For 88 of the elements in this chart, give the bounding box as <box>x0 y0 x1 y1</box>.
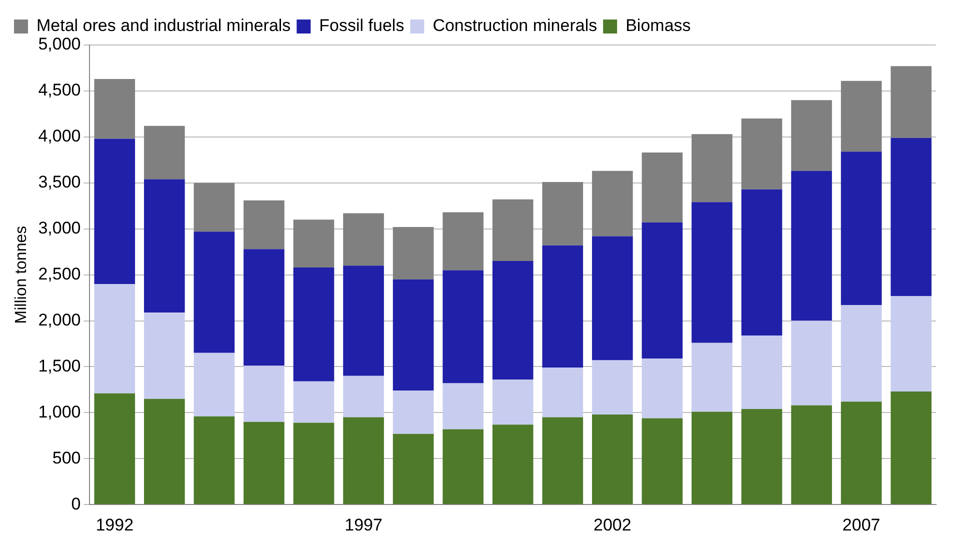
bar <box>293 220 334 268</box>
bar <box>343 417 384 504</box>
bar <box>741 189 782 336</box>
bar <box>542 417 584 504</box>
bar <box>791 100 832 171</box>
bar <box>442 429 484 504</box>
bar <box>642 152 683 222</box>
bar <box>244 200 284 250</box>
bar <box>392 390 434 434</box>
y-tick-label: 3,000 <box>38 218 81 238</box>
bar <box>840 152 882 306</box>
bar <box>343 376 384 418</box>
bar <box>293 267 334 382</box>
x-tick-label: 2007 <box>842 515 880 534</box>
legend-label: Fossil fuels <box>319 16 404 36</box>
bar <box>492 380 534 425</box>
bar <box>293 422 334 504</box>
bar <box>392 434 434 504</box>
bar <box>492 261 534 380</box>
bar <box>592 236 633 360</box>
y-tick-label: 2,000 <box>38 310 81 330</box>
bar <box>442 270 484 384</box>
y-tick-label: 0 <box>71 494 81 514</box>
bar <box>692 202 732 343</box>
bar <box>840 402 882 504</box>
y-axis-title: Million tonnes <box>13 226 30 324</box>
bar <box>293 381 334 423</box>
bar <box>592 360 633 415</box>
y-tick-label: 2,500 <box>38 264 81 284</box>
bar <box>244 249 284 366</box>
bar <box>144 179 185 312</box>
bar <box>542 182 584 246</box>
y-tick-label: 1,000 <box>38 402 81 422</box>
bar <box>890 296 932 392</box>
bar <box>144 398 185 504</box>
bar <box>144 126 185 180</box>
bar <box>791 170 832 321</box>
bar <box>692 134 732 202</box>
bar <box>442 212 484 270</box>
bar <box>642 358 683 418</box>
bar <box>492 424 534 504</box>
bar <box>194 352 235 416</box>
bar <box>890 392 932 504</box>
bar <box>840 80 882 152</box>
bar <box>194 416 235 504</box>
y-tick-label: 1,500 <box>38 356 81 376</box>
bar <box>94 138 136 284</box>
bar <box>94 79 136 139</box>
bar <box>642 222 683 358</box>
bar <box>890 66 932 138</box>
bar <box>94 284 136 394</box>
bar <box>343 213 384 266</box>
y-tick-label: 5,000 <box>38 34 81 54</box>
x-tick-label: 1992 <box>96 515 134 534</box>
y-tick-label: 500 <box>52 448 81 468</box>
bar <box>542 368 584 418</box>
bar <box>94 393 136 504</box>
bar <box>890 138 932 296</box>
bar <box>542 245 584 368</box>
bar <box>741 118 782 190</box>
bar <box>194 232 235 353</box>
bar <box>244 422 284 504</box>
y-tick-label: 4,500 <box>38 80 81 100</box>
bar <box>592 414 633 504</box>
bar <box>741 409 782 504</box>
bar <box>343 266 384 376</box>
bar <box>791 320 832 406</box>
bar <box>392 227 434 280</box>
legend-label: Metal ores and industrial minerals <box>36 16 291 36</box>
x-tick-label: 1997 <box>344 515 382 534</box>
bar <box>442 383 484 430</box>
bar <box>592 170 633 236</box>
x-tick-label: 2002 <box>594 515 632 534</box>
bar <box>144 312 185 399</box>
y-tick-label: 4,000 <box>38 126 81 146</box>
bar <box>244 366 284 422</box>
legend-label: Biomass <box>626 16 691 36</box>
bar <box>791 405 832 504</box>
bar <box>692 412 732 504</box>
bar <box>692 342 732 412</box>
bar <box>741 335 782 410</box>
bar <box>642 418 683 504</box>
bar <box>492 199 534 262</box>
bar <box>392 279 434 391</box>
y-tick-label: 3,500 <box>38 172 81 192</box>
legend-label: Construction minerals <box>432 16 598 36</box>
bar <box>194 182 235 232</box>
bar <box>840 305 882 402</box>
